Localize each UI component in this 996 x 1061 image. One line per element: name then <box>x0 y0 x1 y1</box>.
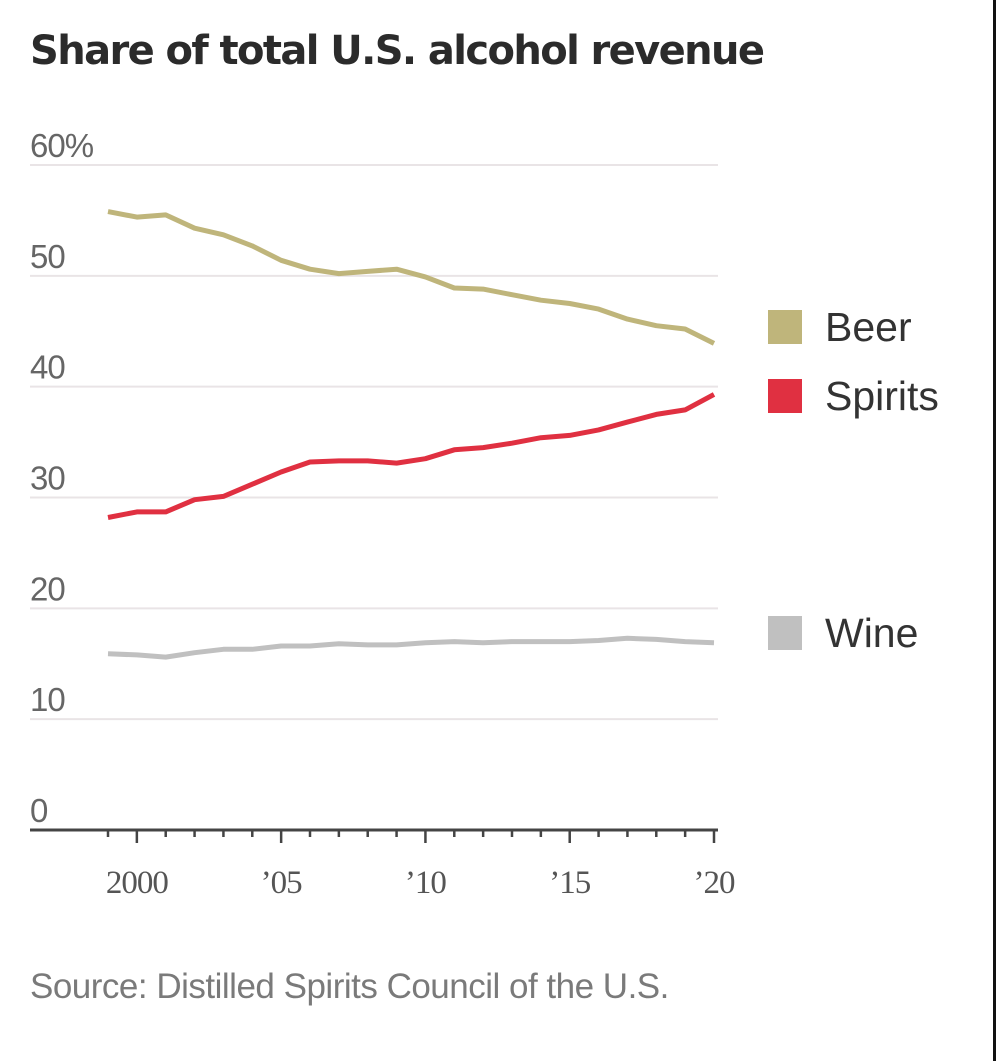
y-tick-label: 40 <box>30 349 65 386</box>
y-tick-label: 60% <box>30 127 94 164</box>
legend-swatch-wine <box>768 616 802 650</box>
x-tick-label: ’10 <box>405 865 446 901</box>
legend-label-spirits: Spirits <box>825 373 939 419</box>
y-tick-label: 0 <box>30 792 48 829</box>
y-tick-label: 30 <box>30 460 65 497</box>
legend-swatch-beer <box>768 310 802 344</box>
y-tick-label: 50 <box>30 238 65 275</box>
x-tick-label: ’15 <box>549 865 590 901</box>
source-note: Source: Distilled Spirits Council of the… <box>30 967 669 1006</box>
line-chart: 0 10 20 30 40 50 60% 2000 ’05 ’10 ’15 ’20 Beer Spirit… <box>30 127 939 901</box>
series-line-beer <box>107 209 716 346</box>
series-line-spirits <box>107 392 716 520</box>
y-tick-label: 20 <box>30 570 65 607</box>
x-tick-label: 2000 <box>106 865 169 901</box>
x-tick-label: ’20 <box>694 865 735 901</box>
x-tick-label: ’05 <box>261 865 302 901</box>
legend-swatch-spirits <box>768 379 802 413</box>
series-line-wine <box>107 635 715 660</box>
y-tick-label: 10 <box>30 681 65 718</box>
legend-label-wine: Wine <box>825 610 918 656</box>
chart-title: Share of total U.S. alcohol revenue <box>30 28 765 74</box>
legend-label-beer: Beer <box>825 304 912 350</box>
